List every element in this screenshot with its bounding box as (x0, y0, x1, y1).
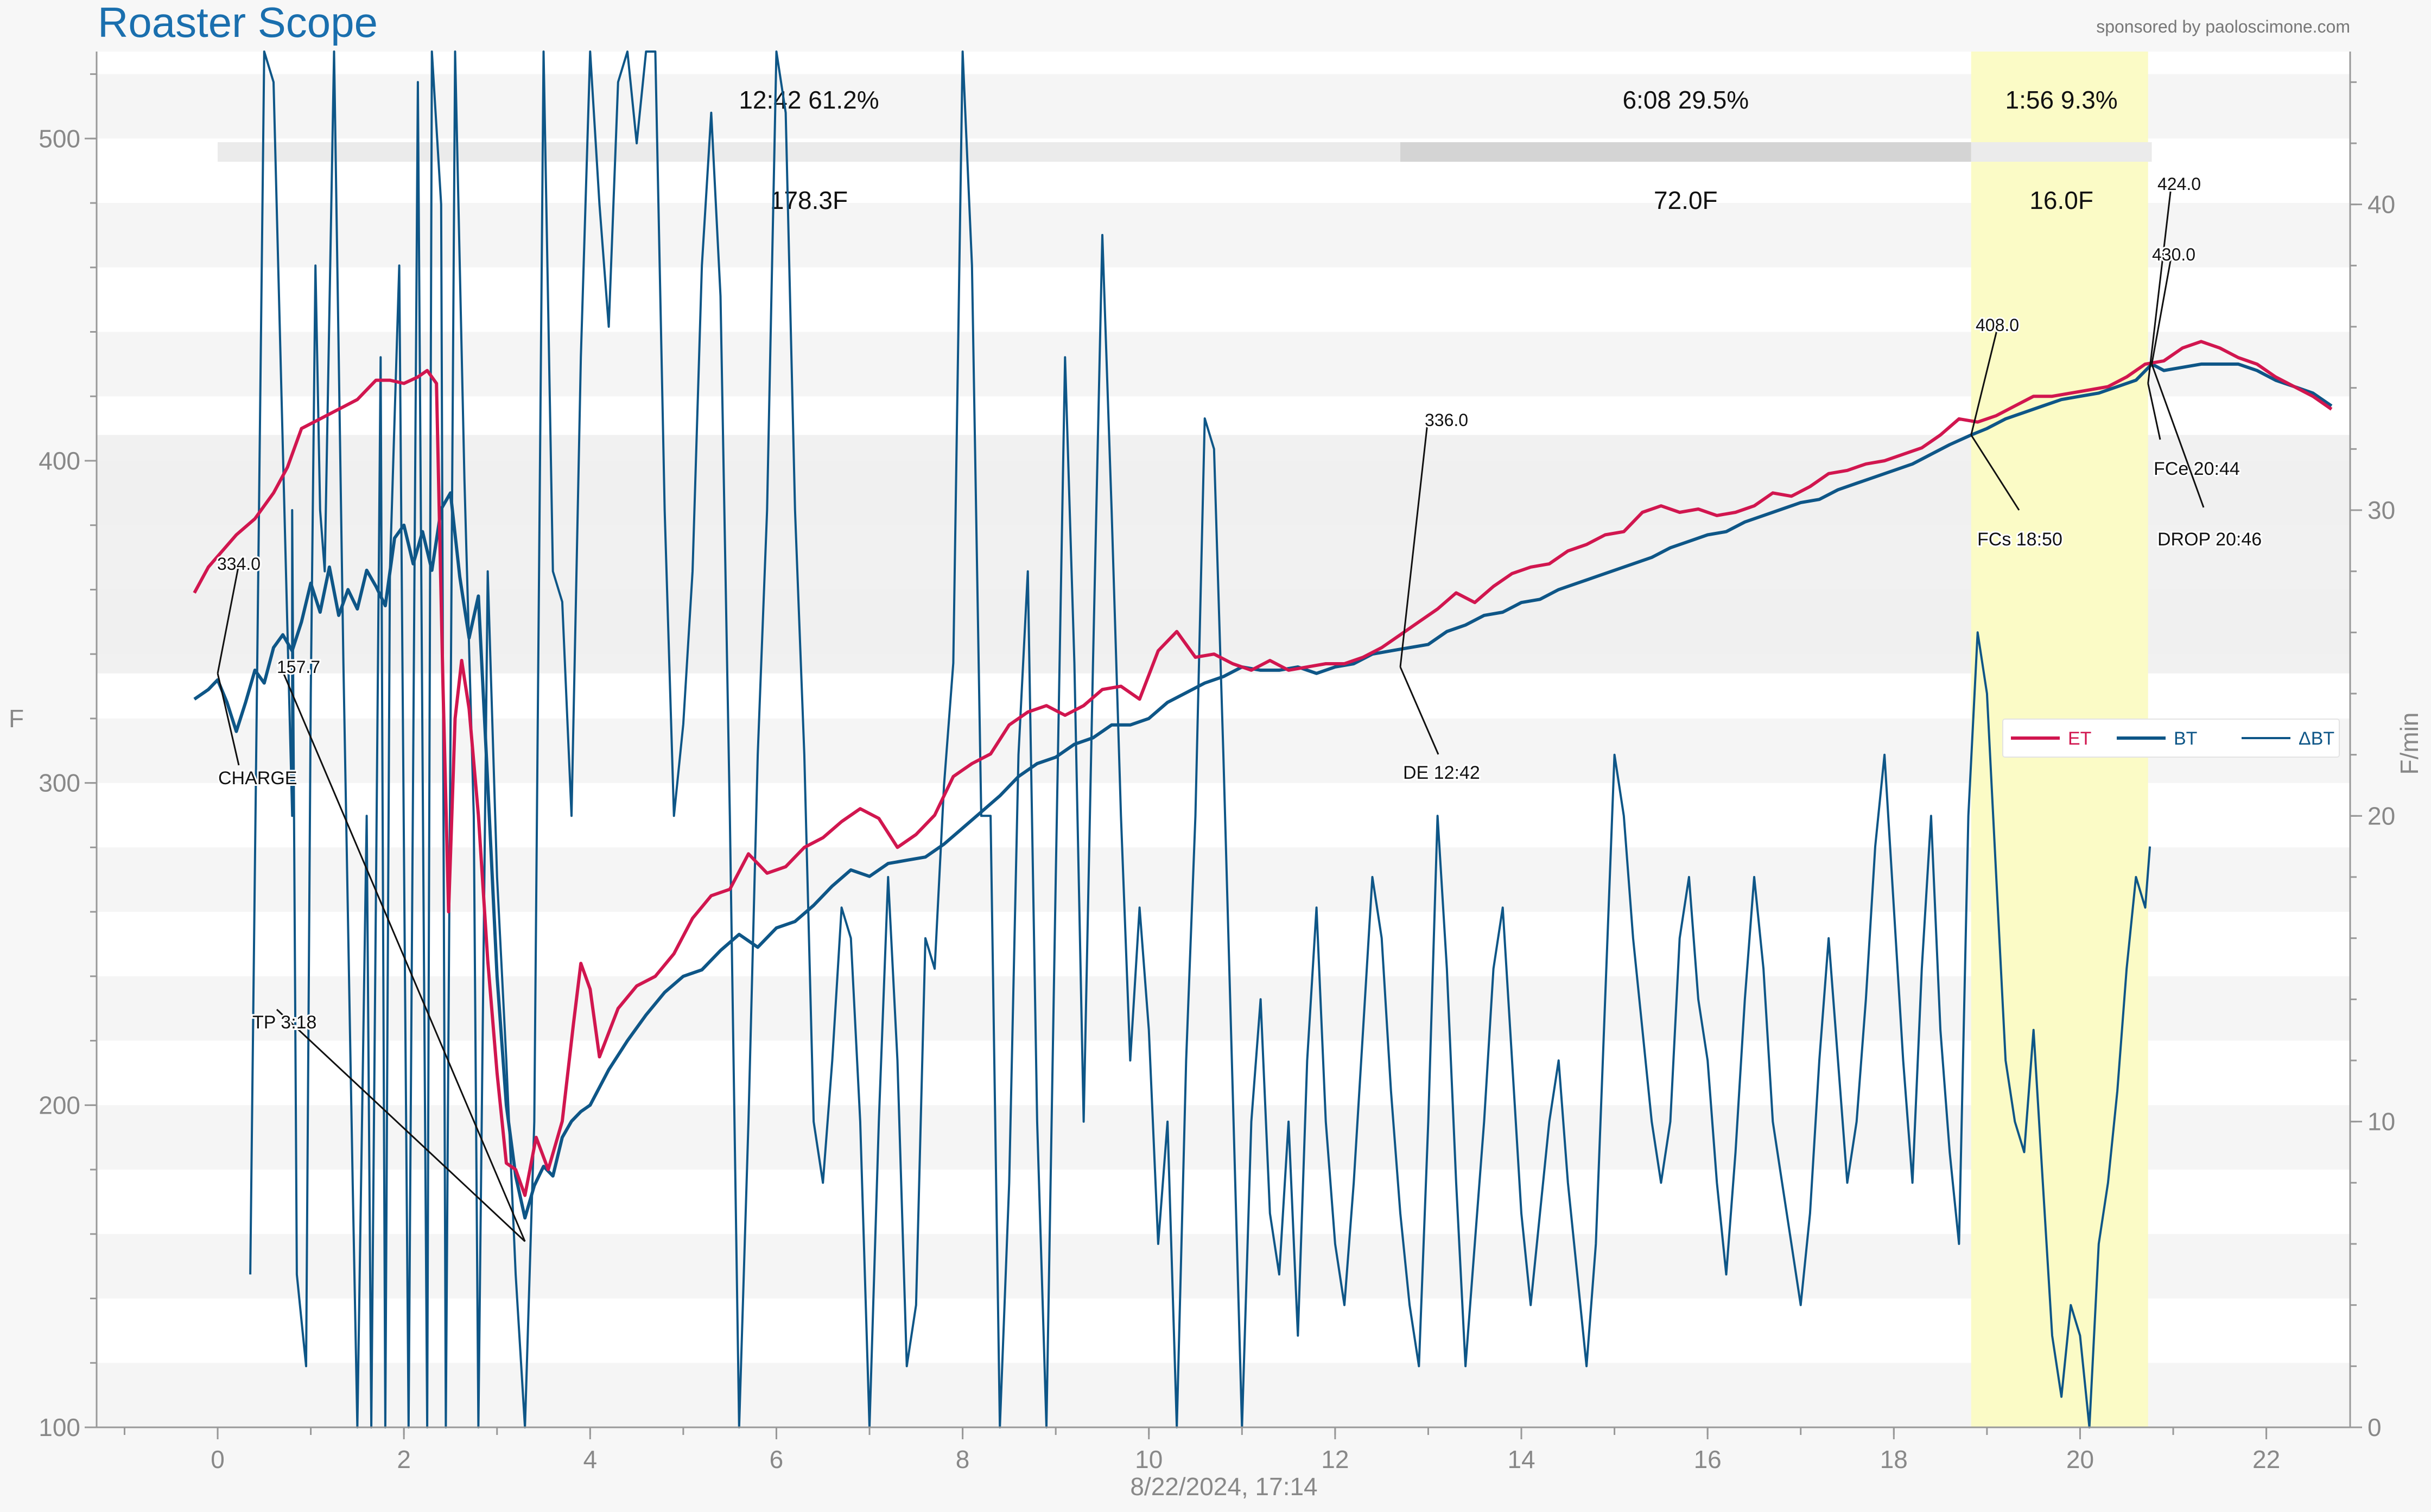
y2-axis-label: F/min (2395, 713, 2423, 775)
event-label-leader (2151, 364, 2205, 508)
x-tick-label: 6 (770, 1445, 784, 1473)
event-label: DROP 20:46 (2157, 529, 2262, 550)
y-tick-label: 100 (39, 1413, 80, 1441)
event-temp-label: 430.0 (2152, 245, 2195, 264)
y-tick-label: 500 (39, 124, 80, 153)
event-temp-label: 334.0 (217, 554, 261, 574)
phase-temp-label: 72.0F (1654, 186, 1718, 214)
x-tick-label: 14 (1507, 1445, 1535, 1473)
phase-bars: 12:42 61.2% 178.3F 6:08 29.5% 72.0F 1:56 9.3… (218, 86, 2152, 214)
event-label: CHARGE (218, 768, 297, 789)
phase-bar-3 (1971, 142, 2152, 162)
x-tick-label: 0 (211, 1445, 225, 1473)
event-temp-label: 336.0 (1425, 410, 1468, 430)
phase-time-label: 6:08 29.5% (1622, 86, 1749, 114)
y2-tick-label: 10 (2367, 1108, 2395, 1136)
event-temp-leader (281, 670, 526, 1242)
legend: ET BT ΔBT (2002, 719, 2340, 758)
event-temp-leader (1970, 328, 1998, 435)
event-temp-leader (2151, 257, 2172, 365)
event-label: DE 12:42 (1403, 763, 1480, 783)
phase-temp-label: 178.3F (770, 186, 848, 214)
event-label-leader (1399, 666, 1439, 755)
x-tick-label: 20 (2066, 1445, 2094, 1473)
event-temp-label: 157.7 (277, 657, 320, 677)
x-axis-label: 8/22/2024, 17:14 (1130, 1472, 1317, 1501)
x-tick-label: 8 (956, 1445, 970, 1473)
x-tick-label: 16 (1694, 1445, 1722, 1473)
event-temp-leader (217, 564, 240, 674)
y-tick-label: 200 (39, 1091, 80, 1119)
y-axis-label: F (9, 704, 24, 733)
series-line-bt (193, 362, 2333, 1220)
axes: 0 2 4 6 8 10 12 14 16 18 20 22 100 200 300 400 500 0 10 20 3… (39, 52, 2395, 1473)
event-label-leader (217, 673, 240, 766)
phase-time-label: 12:42 61.2% (739, 86, 879, 114)
phase-time-label: 1:56 9.3% (2005, 86, 2118, 114)
y2-tick-label: 20 (2367, 802, 2395, 830)
event-label: FCe 20:44 (2154, 459, 2240, 479)
x-tick-label: 12 (1321, 1445, 1349, 1473)
event-temp-leader (2147, 187, 2172, 384)
event-label-leader (276, 1008, 526, 1242)
legend-box (2002, 719, 2340, 758)
x-tick-label: 10 (1135, 1445, 1163, 1473)
x-tick-label: 2 (397, 1445, 411, 1473)
x-tick-label: 18 (1880, 1445, 1908, 1473)
phase-bar-1 (218, 142, 1400, 162)
y2-tick-label: 0 (2367, 1413, 2382, 1441)
event-temp-label: 424.0 (2157, 174, 2201, 194)
legend-label: ΔBT (2299, 728, 2334, 749)
event-label-leader (2147, 383, 2161, 440)
app-title: Roaster Scope (98, 0, 378, 46)
y2-tick-label: 40 (2367, 190, 2395, 219)
x-tick-label: 22 (2252, 1445, 2280, 1473)
phase-temp-label: 16.0F (2029, 186, 2093, 214)
event-label: FCs 18:50 (1977, 529, 2062, 550)
series-line-et (193, 340, 2333, 1197)
y2-tick-label: 30 (2367, 496, 2395, 524)
event-annotations: 334.0 CHARGE 157.7 TP 3:18 336.0 DE 12:42 408.… (215, 173, 2263, 1242)
sponsor-text: sponsored by paoloscimone.com (2096, 17, 2350, 36)
event-temp-leader (1399, 423, 1429, 668)
y-tick-label: 300 (39, 769, 80, 797)
x-tick-label: 4 (583, 1445, 598, 1473)
y-tick-label: 400 (39, 447, 80, 475)
event-temp-label: 408.0 (1976, 315, 2019, 335)
event-label-leader (1970, 434, 2020, 511)
legend-label: BT (2174, 728, 2197, 749)
legend-label: ET (2068, 728, 2091, 749)
phase-bar-2 (1400, 142, 1971, 162)
event-label: TP 3:18 (252, 1012, 316, 1033)
